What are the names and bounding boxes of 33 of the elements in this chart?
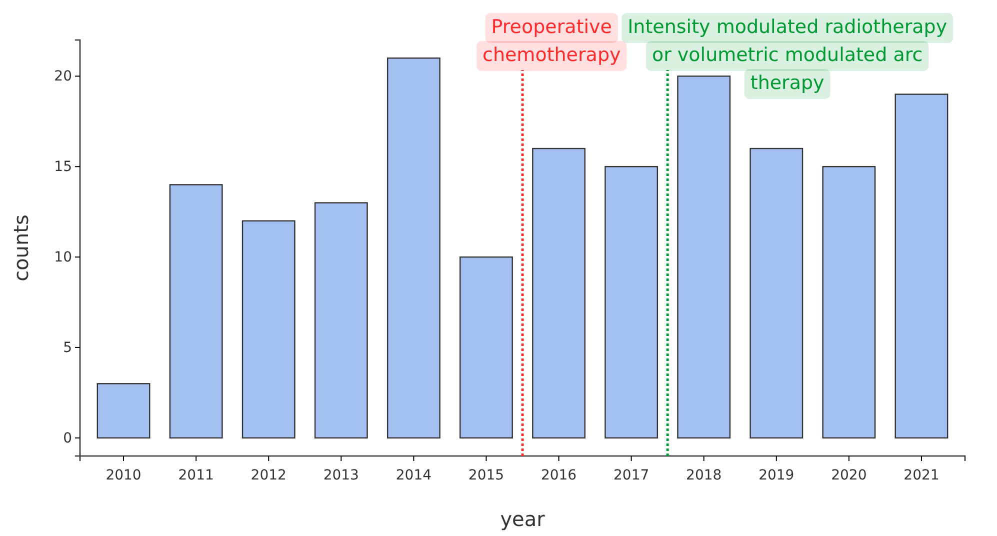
bar xyxy=(460,256,513,439)
bar xyxy=(604,166,658,439)
bar xyxy=(96,383,150,439)
x-tick-label: 2021 xyxy=(904,467,940,484)
x-tick-label: 2011 xyxy=(178,467,214,484)
y-tick-label: 20 xyxy=(54,68,72,85)
y-tick-label: 5 xyxy=(63,340,72,356)
bar xyxy=(677,76,731,439)
x-tick-label: 2019 xyxy=(758,467,794,484)
y-axis-title: counts xyxy=(9,214,33,282)
bar xyxy=(169,184,223,439)
bar xyxy=(822,166,876,439)
x-tick-label: 2012 xyxy=(250,467,286,484)
bar xyxy=(750,148,804,439)
x-tick-label: 2018 xyxy=(686,467,722,484)
y-tick-label: 15 xyxy=(54,159,72,176)
x-tick-label: 2020 xyxy=(831,467,867,484)
y-tick-label: 10 xyxy=(54,250,72,266)
x-tick-label: 2014 xyxy=(396,467,432,484)
x-tick-label: 2015 xyxy=(468,467,504,484)
bar xyxy=(532,148,586,439)
y-tick-label: 0 xyxy=(63,430,72,446)
bar xyxy=(314,202,368,439)
x-axis-title: year xyxy=(500,507,546,531)
x-tick-label: 2013 xyxy=(323,467,359,484)
x-tick-label: 2010 xyxy=(106,467,142,484)
x-tick-label: 2017 xyxy=(613,467,650,484)
bar xyxy=(386,57,440,439)
bar xyxy=(894,94,948,439)
ref-line-label: Preoperative chemotherapy xyxy=(482,16,621,66)
ref-line-label: Intensity modulated radiotherapy or volumetric modulated arc therapy xyxy=(628,16,948,94)
x-tick-label: 2016 xyxy=(540,467,577,484)
bar xyxy=(242,220,296,439)
